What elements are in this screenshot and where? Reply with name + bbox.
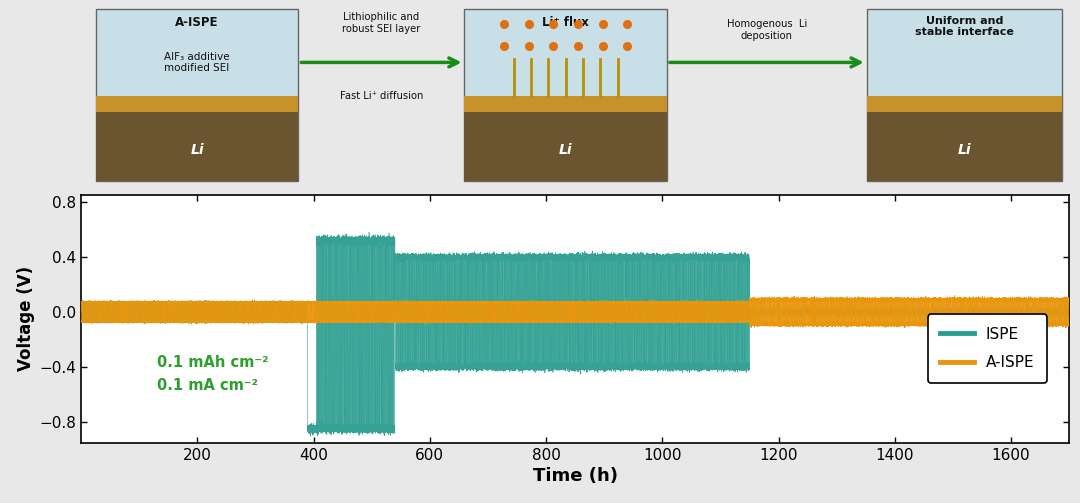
A-ISPE xyxy=(899,296,912,302)
ISPE xyxy=(529,362,542,368)
Bar xyxy=(464,97,667,112)
Legend: ISPE, A-ISPE: ISPE, A-ISPE xyxy=(928,314,1047,383)
Bar xyxy=(866,97,1063,112)
Text: Li: Li xyxy=(190,143,204,157)
Text: A-ISPE: A-ISPE xyxy=(175,16,219,29)
Text: 0.1 mAh cm⁻²: 0.1 mAh cm⁻² xyxy=(157,355,268,370)
Bar xyxy=(866,112,1063,181)
Bar xyxy=(96,97,298,112)
ISPE xyxy=(635,363,648,369)
Text: Uniform and
stable interface: Uniform and stable interface xyxy=(915,16,1014,37)
Text: Lithiophilic and
robust SEI layer: Lithiophilic and robust SEI layer xyxy=(342,12,420,34)
A-ISPE xyxy=(1063,321,1076,327)
Text: Fast Li⁺ diffusion: Fast Li⁺ diffusion xyxy=(340,91,423,101)
A-ISPE xyxy=(948,293,961,299)
A-ISPE xyxy=(75,309,87,315)
Text: Li: Li xyxy=(958,143,971,157)
ISPE xyxy=(982,307,995,313)
ISPE xyxy=(305,434,318,440)
Text: Homogenous  Li
deposition: Homogenous Li deposition xyxy=(727,19,807,41)
Text: Li: Li xyxy=(558,143,572,157)
A-ISPE xyxy=(149,298,162,304)
A-ISPE xyxy=(745,325,758,331)
ISPE xyxy=(75,308,87,314)
A-ISPE xyxy=(814,297,827,303)
ISPE xyxy=(513,365,526,371)
X-axis label: Time (h): Time (h) xyxy=(532,467,618,485)
Bar xyxy=(96,9,298,181)
Line: ISPE: ISPE xyxy=(81,232,1069,437)
Y-axis label: Voltage (V): Voltage (V) xyxy=(17,266,35,371)
ISPE xyxy=(363,229,376,235)
Bar xyxy=(464,112,667,181)
A-ISPE xyxy=(524,317,537,323)
Text: 0.1 mA cm⁻²: 0.1 mA cm⁻² xyxy=(157,378,257,393)
A-ISPE xyxy=(519,300,532,306)
Bar xyxy=(464,9,667,181)
Text: Li⁺ flux: Li⁺ flux xyxy=(542,16,590,29)
Line: A-ISPE: A-ISPE xyxy=(81,296,1069,328)
A-ISPE xyxy=(917,319,930,325)
ISPE xyxy=(1063,308,1076,314)
ISPE xyxy=(127,300,140,306)
Bar xyxy=(866,9,1063,181)
Bar xyxy=(96,112,298,181)
Text: AlF₃ additive
modified SEI: AlF₃ additive modified SEI xyxy=(164,52,230,73)
ISPE xyxy=(977,312,990,318)
